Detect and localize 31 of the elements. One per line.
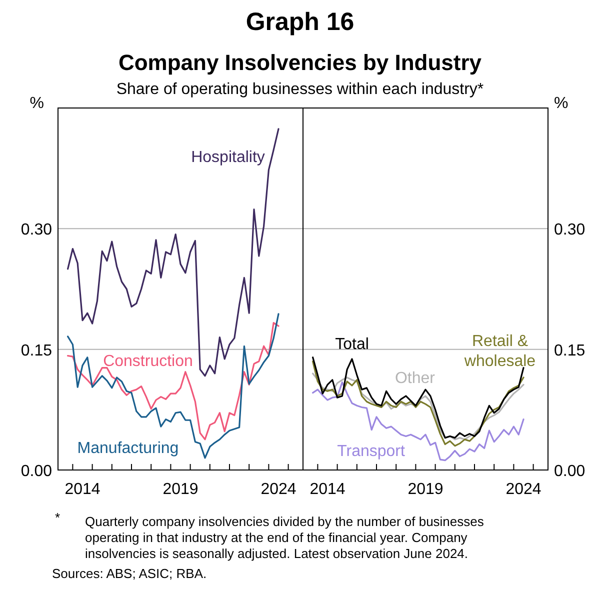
source-note: Sources: ABS; ASIC; RBA. (52, 566, 207, 581)
series-label: Manufacturing (77, 440, 179, 457)
text: Share of operating businesses within each industry* (116, 81, 484, 98)
series-label: Construction (103, 353, 193, 370)
chart-title: Graph 16 (246, 8, 354, 36)
x-tick-label: 2019 (162, 481, 198, 498)
line-series (312, 382, 524, 462)
x-tick-label: 2024 (260, 481, 296, 498)
series-label: Other (394, 370, 436, 387)
y2-tick-label: 0.15 (554, 342, 586, 360)
y2-tick-label: 0.00 (554, 463, 586, 480)
y2-axis-title: % (554, 95, 568, 112)
y-tick-label: 0.00 (20, 463, 52, 480)
x-tick-label: 2019 (408, 481, 444, 498)
x-tick-label: 2024 (506, 481, 542, 498)
y-axis-title: % (30, 95, 44, 112)
series-label: Hospitality (191, 149, 265, 166)
y-tick-label: 0.30 (20, 222, 52, 239)
text: * Quarterly company insolvencies divided by the number of businesses operating in that industry at the end of the financial year. Company insolvencies is seasonally adjusted. Latest observation June 2024. (55, 510, 484, 561)
series-label: Transport (337, 443, 406, 460)
line-series (67, 313, 280, 459)
x-tick-label: 2014 (64, 481, 100, 498)
line-series (67, 128, 280, 377)
y2-tick-label: 0.30 (554, 222, 586, 239)
line-series (312, 372, 524, 440)
y-tick-label: 0.15 (20, 342, 52, 360)
series-label: Retail & wholesale (463, 333, 536, 370)
line-series (67, 322, 280, 440)
series-label: Total (335, 336, 369, 353)
x-tick-label: 2014 (310, 481, 346, 498)
chart-subtitle: Company Insolvencies by Industry (118, 50, 482, 75)
